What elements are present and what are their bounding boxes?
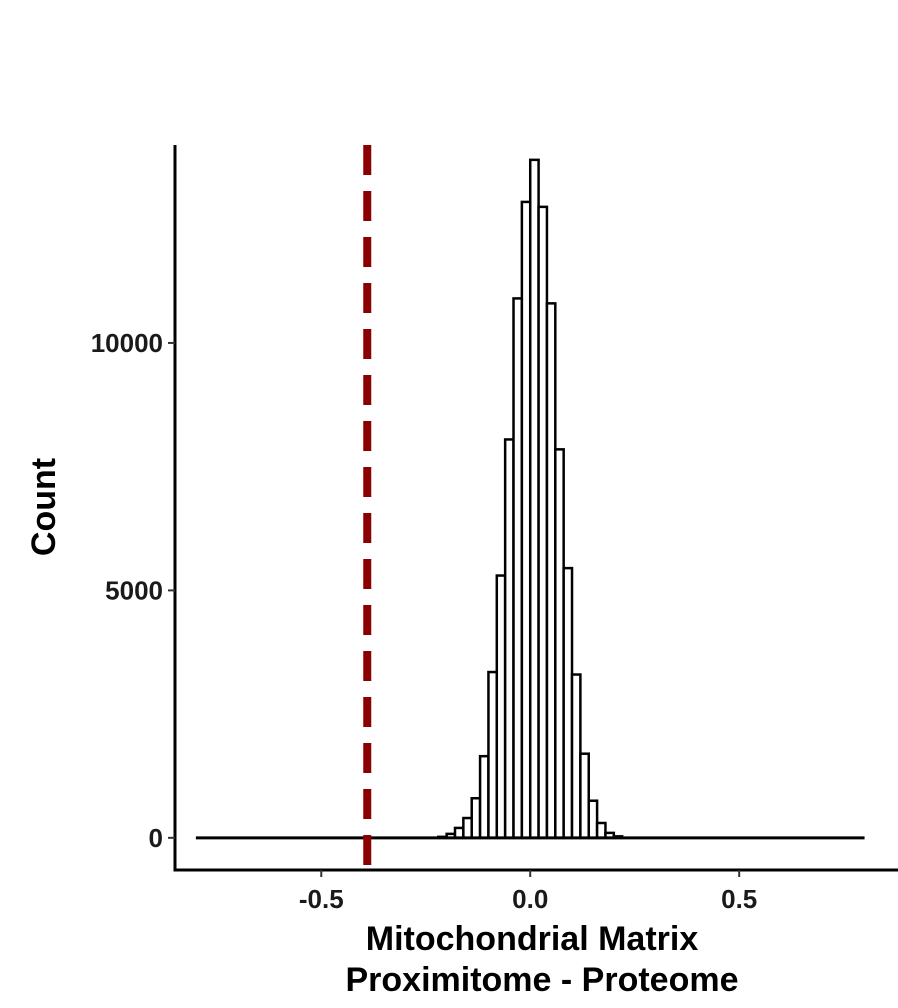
y-tick-label: 0 [149,823,163,853]
x-tick-label: 0.0 [512,884,548,914]
x-axis-title-line-2: Proximitome - Proteome [346,961,739,999]
x-tick-label: 0.5 [721,884,757,914]
histogram-bar [478,754,490,840]
histogram-bar [495,574,507,840]
histogram-bar [545,302,557,840]
histogram-bar [562,566,574,840]
x-tick-label: -0.5 [299,884,344,914]
histogram-bar [462,816,473,840]
x-axis-ticks: -0.5 0.0 0.5 [299,870,757,914]
histogram-bar [487,670,499,840]
histogram-bar [587,799,599,840]
y-tick-label: 5000 [105,575,163,605]
histogram-bar [537,205,549,840]
y-tick-label: 10000 [91,328,163,358]
x-axis-title-line-1: Mitochondrial Matrix [366,920,699,958]
histogram-bars [437,158,624,840]
histogram-bar [528,158,540,840]
histogram-bar [570,673,582,840]
y-axis-ticks: 0 5000 10000 [91,328,175,853]
histogram-bar [579,752,590,840]
histogram-bar [503,438,515,840]
histogram-bar [520,200,532,840]
histogram-bar [512,297,524,840]
histogram-bar [470,796,482,840]
y-axis-title: Count [25,458,63,556]
histogram-bar [554,448,565,840]
histogram-bar [595,821,607,840]
